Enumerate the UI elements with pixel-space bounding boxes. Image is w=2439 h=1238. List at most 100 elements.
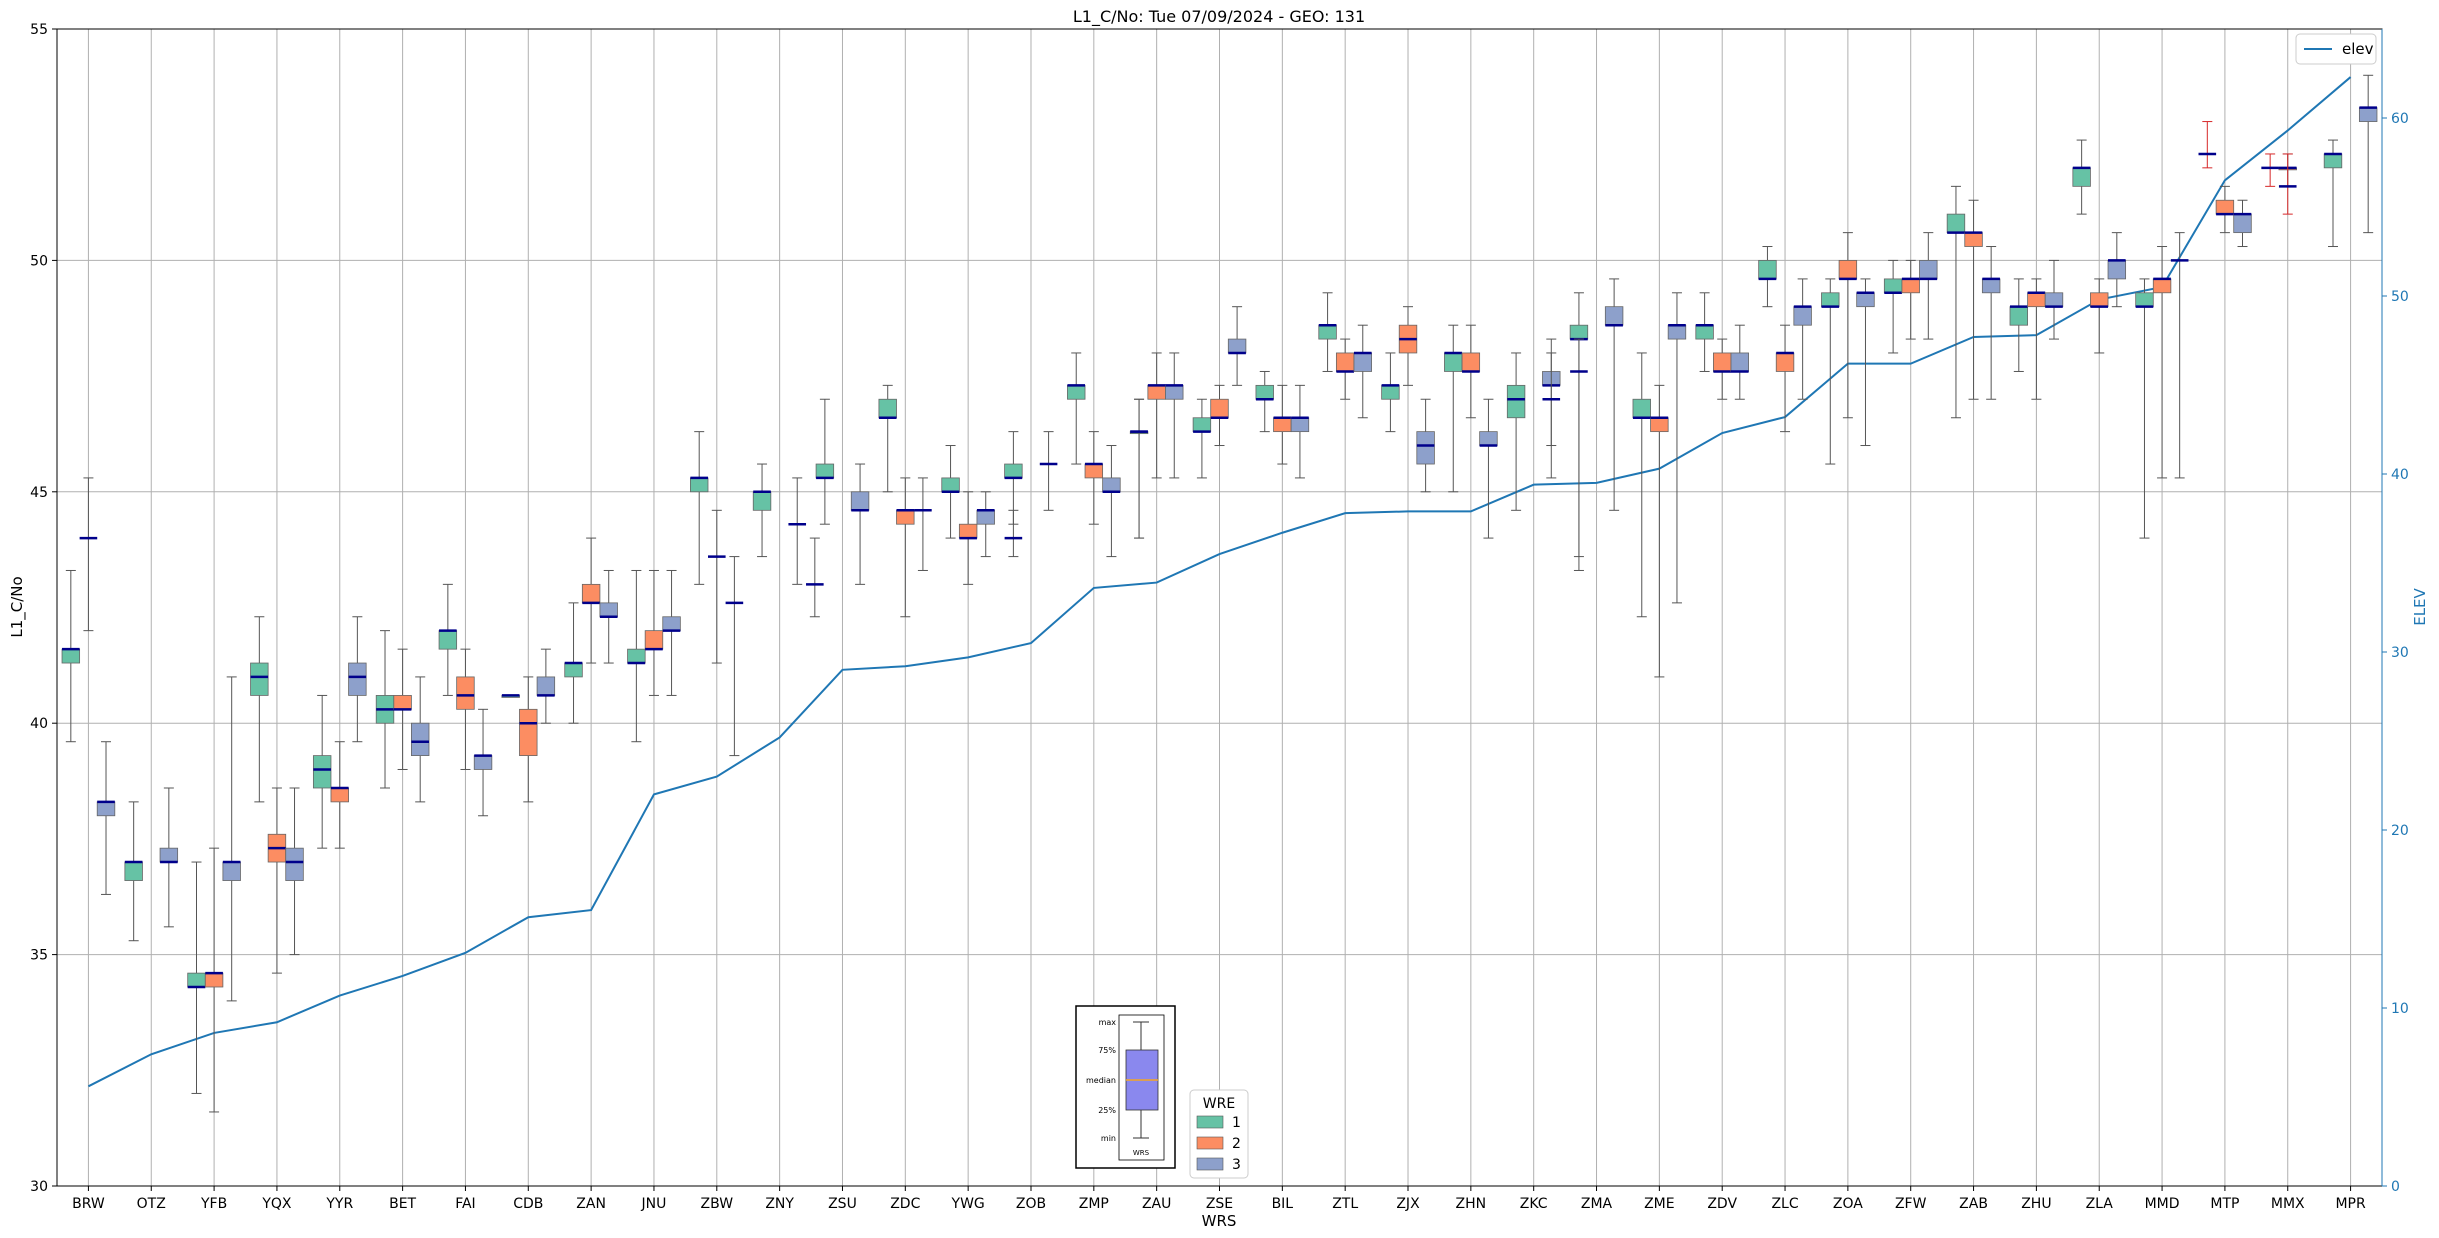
x-tick-label: ZKC [1520, 1196, 1548, 1212]
box [752, 491, 772, 511]
single-mark [1570, 338, 1588, 571]
box [250, 662, 269, 696]
box [1273, 417, 1292, 433]
inset-label-25: 25% [1098, 1106, 1116, 1115]
gridlines [57, 28, 2382, 1187]
x-tick-label: BIL [1272, 1196, 1294, 1212]
box-wre-1 [2072, 139, 2091, 215]
single-mark [914, 477, 932, 571]
x-tick-label: ZFW [1895, 1196, 1927, 1212]
box-wre-1 [1318, 292, 1337, 372]
box [581, 583, 601, 604]
box [1569, 324, 1589, 340]
box-wre-3 [2358, 74, 2378, 234]
box-wre-1 [1946, 185, 1966, 419]
box-wre-3 [1353, 324, 1372, 419]
box-wre-2 [2090, 278, 2109, 354]
single-mark [725, 556, 744, 757]
box-wre-2 [519, 676, 538, 803]
box [1604, 306, 1624, 326]
box-wre-3 [1981, 246, 2001, 400]
x-tick-label: BET [389, 1196, 416, 1212]
box-wre-2 [1210, 384, 1229, 447]
x-tick-label: YFB [200, 1196, 227, 1212]
wre-legend-swatch-3 [1196, 1157, 1224, 1171]
box [96, 801, 116, 817]
box [1290, 417, 1310, 433]
box [159, 847, 179, 863]
single-mark [1004, 509, 1023, 558]
x-tick-label: ZHN [1456, 1196, 1487, 1212]
box [1632, 398, 1651, 419]
y-tick-label: 40 [30, 716, 48, 732]
x-tick-label: MTP [2210, 1196, 2239, 1212]
box [1506, 384, 1526, 419]
box-wre-2 [644, 569, 664, 696]
box-wre-2 [1335, 338, 1355, 400]
box-wre-3 [1793, 278, 1812, 400]
y2-tick-label: 30 [2391, 645, 2409, 661]
box-wre-1 [1067, 352, 1086, 465]
x-tick-label: ZHU [2021, 1196, 2051, 1212]
y2-tick-label: 50 [2391, 289, 2409, 305]
box-wre-1 [1255, 370, 1274, 433]
x-tick-label: ZOA [1833, 1196, 1863, 1212]
box-wre-1 [312, 694, 332, 849]
box [1102, 477, 1121, 493]
x-tick-label: YYR [325, 1196, 353, 1212]
box [1335, 352, 1355, 372]
single-mark [1542, 352, 1561, 479]
x-tick-label: ZDV [1707, 1196, 1737, 1212]
box [1461, 352, 1481, 372]
box-wre-2 [1964, 199, 1983, 400]
box-wre-2 [393, 648, 412, 770]
x-tick-label: YWG [951, 1196, 985, 1212]
box [1730, 352, 1749, 372]
box [2152, 278, 2172, 294]
box-wre-2 [1461, 324, 1481, 419]
box-wre-1 [815, 398, 835, 525]
box-wre-1 [1883, 259, 1903, 354]
box [1758, 259, 1777, 280]
x-tick-label: BRW [72, 1196, 105, 1212]
box-wre-3 [285, 787, 304, 956]
x-tick-label: ZBW [701, 1196, 734, 1212]
box-wre-1 [375, 630, 395, 789]
box [878, 398, 897, 419]
x-axis-label: WRS [1202, 1212, 1237, 1230]
y2-tick-label: 60 [2391, 111, 2409, 127]
box-wre-1 [1381, 352, 1400, 433]
box-wre-2 [1901, 259, 1920, 340]
box [124, 861, 143, 881]
box-wre-3 [662, 569, 681, 696]
inset-label-max: max [1099, 1018, 1117, 1027]
box [1210, 398, 1229, 419]
box [536, 676, 556, 696]
x-tick-label: ZLA [2086, 1196, 2114, 1212]
wre-legend-label-2: 2 [1232, 1136, 1241, 1152]
box [1695, 324, 1714, 340]
box-wre-3 [850, 463, 870, 585]
box [1883, 278, 1903, 294]
box [2233, 213, 2252, 234]
box [2358, 107, 2378, 122]
box [976, 509, 995, 525]
wre-legend: WRE 1 2 3 [1189, 1089, 1249, 1179]
box [1821, 292, 1840, 308]
box [1919, 259, 1938, 280]
box-wre-3 [159, 787, 179, 928]
box [1067, 384, 1086, 400]
box [1004, 463, 1023, 479]
box-wre-2 [581, 537, 601, 664]
box [1713, 352, 1732, 372]
box-wre-3 [2044, 259, 2064, 340]
box [411, 722, 430, 756]
single-mark [2198, 121, 2217, 169]
box-wre-1 [1695, 292, 1714, 372]
single-mark [806, 537, 824, 618]
inset-label-75: 75% [1098, 1046, 1116, 1055]
box [393, 695, 412, 710]
box-wre-3 [1667, 292, 1687, 604]
box-wre-1 [752, 463, 772, 558]
box [1650, 417, 1669, 433]
